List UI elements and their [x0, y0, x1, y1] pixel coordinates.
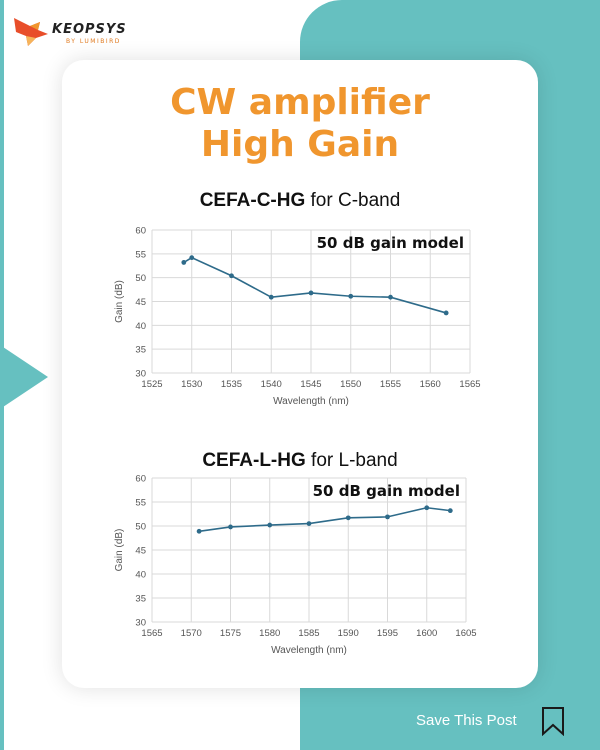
- chart-2-band: for L-band: [305, 450, 398, 471]
- x-tick-label: 1565: [459, 379, 480, 390]
- x-tick-label: 1590: [338, 628, 359, 639]
- data-point: [196, 528, 202, 534]
- bookmark-icon[interactable]: [540, 706, 566, 736]
- x-tick-label: 1560: [420, 379, 441, 390]
- x-axis-label: Wavelength (nm): [273, 396, 349, 407]
- data-point: [447, 508, 453, 514]
- data-point: [306, 521, 312, 526]
- y-tick-label: 45: [135, 546, 146, 557]
- headline-line-2: High Gain: [200, 124, 400, 165]
- data-point: [308, 290, 314, 296]
- x-tick-label: 1540: [261, 379, 282, 390]
- x-tick-label: 1585: [298, 628, 319, 639]
- data-point: [443, 310, 449, 316]
- x-tick-label: 1555: [380, 379, 401, 390]
- brand-name: KEOPSYS: [52, 22, 127, 37]
- x-tick-label: 1580: [259, 628, 280, 639]
- y-tick-label: 50: [135, 273, 146, 284]
- x-tick-label: 1535: [221, 379, 242, 390]
- arrow-decoration: [0, 345, 48, 409]
- y-axis-label: Gain (dB): [114, 529, 125, 572]
- x-tick-label: 1525: [141, 379, 162, 390]
- y-tick-label: 40: [135, 570, 146, 581]
- chart-2-model: CEFA-L-HG: [202, 450, 306, 471]
- data-point: [424, 505, 430, 511]
- data-point: [388, 294, 393, 300]
- series-line: [183, 256, 447, 314]
- gain-model-annotation: 50 dB gain model: [317, 234, 464, 252]
- data-point: [229, 273, 234, 279]
- y-tick-label: 55: [135, 498, 146, 509]
- y-tick-label: 35: [135, 345, 146, 356]
- x-tick-label: 1570: [181, 628, 202, 639]
- y-tick-label: 55: [135, 249, 146, 260]
- y-tick-label: 60: [135, 226, 146, 237]
- data-point: [268, 294, 274, 300]
- data-point: [181, 260, 187, 265]
- brand-subtitle: BY LUMIBIRD: [66, 38, 121, 45]
- save-post-label[interactable]: Save This Post: [416, 712, 517, 729]
- x-tick-label: 1545: [300, 379, 321, 390]
- data-point: [228, 524, 233, 530]
- chart-1: 30 35 40 45 50 55 60 1525 1530 1535 1540 1545 1550 15…: [114, 226, 481, 408]
- y-tick-label: 60: [135, 474, 146, 485]
- data-point: [345, 515, 351, 521]
- x-tick-label: 1605: [455, 628, 476, 639]
- x-tick-label: 1600: [416, 628, 437, 639]
- y-tick-label: 30: [135, 618, 146, 629]
- data-point: [267, 522, 273, 528]
- y-axis-label: Gain (dB): [114, 280, 125, 323]
- x-tick-label: 1530: [181, 379, 202, 390]
- chart-1-band: for C-band: [305, 190, 401, 211]
- y-tick-label: 50: [135, 522, 146, 533]
- chart-1-model: CEFA-C-HG: [199, 190, 306, 211]
- bird-logo-icon: [14, 18, 48, 46]
- x-tick-label: 1595: [377, 628, 398, 639]
- data-point: [189, 255, 195, 261]
- y-tick-label: 45: [135, 297, 146, 308]
- data-point: [385, 514, 390, 520]
- x-axis-label: Wavelength (nm): [271, 645, 347, 656]
- chart-1-title: CEFA-C-HG for C-band: [62, 190, 538, 212]
- data-point: [348, 293, 354, 299]
- chart-2: 30 35 40 45 50 55 60 1565 1570 1575 1580 1585 1590 15…: [114, 474, 477, 657]
- gain-model-annotation: 50 dB gain model: [313, 482, 460, 500]
- series-line: [198, 506, 451, 533]
- headline-line-1: CW amplifier: [170, 82, 430, 123]
- y-tick-label: 30: [135, 369, 146, 380]
- x-tick-label: 1575: [220, 628, 241, 639]
- chart-2-title: CEFA-L-HG for L-band: [62, 450, 538, 472]
- y-tick-label: 35: [135, 594, 146, 605]
- content-card: [62, 60, 538, 688]
- x-tick-label: 1550: [340, 379, 361, 390]
- y-tick-label: 40: [135, 321, 146, 332]
- x-tick-label: 1565: [141, 628, 162, 639]
